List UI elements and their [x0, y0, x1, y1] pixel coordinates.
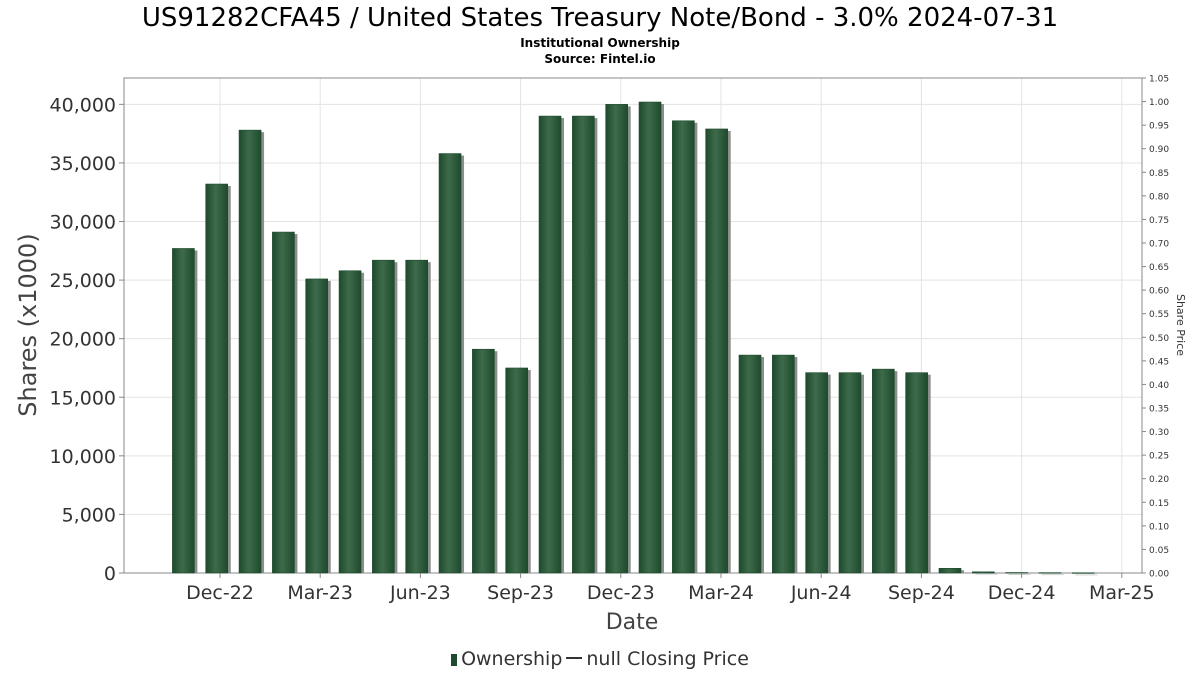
ownership-bar	[1072, 572, 1095, 574]
ownership-bar	[605, 104, 628, 574]
y2-tick-label: 0.75	[1149, 216, 1169, 226]
ownership-legend-swatch	[451, 654, 458, 666]
y-tick-label: 10,000	[50, 446, 116, 468]
chart-legend: Ownership null Closing Price	[0, 646, 1200, 672]
x-tick-label: Mar-23	[287, 582, 353, 604]
plot-area	[123, 77, 1143, 574]
ownership-bar	[972, 571, 995, 574]
ownership-bar	[338, 270, 362, 574]
y-tick-label: 5,000	[62, 504, 116, 526]
y-tick-label: 40,000	[50, 94, 116, 116]
ownership-bar	[438, 153, 462, 574]
ownership-bar	[672, 120, 695, 574]
chart-subtitle: Institutional Ownership	[520, 36, 680, 50]
ownership-bar	[505, 367, 529, 574]
y-tick-label: 35,000	[50, 153, 116, 175]
y2-tick-label: 0.25	[1149, 452, 1169, 462]
y-axis-label: Shares (x1000)	[14, 233, 42, 416]
x-tick-label: Mar-25	[1089, 582, 1155, 604]
ownership-bar	[572, 115, 595, 574]
ownership-bar	[538, 115, 562, 574]
y-tick-label: 25,000	[50, 270, 116, 292]
y2-tick-label: 0.10	[1149, 522, 1169, 532]
y2-tick-label: 0.95	[1149, 122, 1169, 132]
chart-source: Source: Fintel.io	[544, 52, 656, 66]
ownership-bar	[372, 259, 395, 574]
x-tick-label: Sep-23	[487, 582, 554, 604]
x-axis-ticks: Dec-22 Mar-23 Jun-23 Sep-23 Dec-23 Mar-24 Jun-…	[186, 573, 1155, 604]
ownership-bar	[205, 183, 229, 574]
y2-tick-label: 0.00	[1149, 570, 1169, 580]
y-tick-label: 30,000	[50, 212, 116, 234]
y2-tick-label: 0.40	[1149, 381, 1169, 391]
x-tick-label: Dec-23	[587, 582, 655, 604]
y2-tick-label: 0.55	[1149, 310, 1169, 320]
y2-tick-label: 0.35	[1149, 405, 1169, 415]
y-axis-ticks: 0 5,000 10,000 15,000 20,000 25,000 30,000 35,0…	[50, 94, 124, 585]
y-tick-label: 20,000	[50, 329, 116, 351]
y2-tick-label: 0.80	[1149, 192, 1169, 202]
ownership-bar	[1005, 572, 1028, 574]
legend-ownership-label: Ownership	[461, 648, 563, 670]
y2-tick-label: 0.60	[1149, 287, 1169, 297]
ownership-bar	[1038, 572, 1062, 574]
y2-tick-label: 0.85	[1149, 169, 1169, 179]
ownership-bar	[305, 278, 329, 574]
ownership-bar	[905, 372, 928, 574]
y2-tick-label: 0.05	[1149, 546, 1169, 556]
y-tick-label: 0	[104, 563, 116, 585]
y2-tick-label: 0.45	[1149, 357, 1169, 367]
ownership-bar	[772, 354, 795, 574]
ownership-bar	[838, 372, 862, 574]
ownership-bar	[405, 259, 429, 574]
bar-series-ownership	[172, 101, 1098, 576]
ownership-bar	[472, 348, 495, 574]
y2-tick-label: 0.30	[1149, 428, 1169, 438]
y2-tick-label: 0.50	[1149, 334, 1169, 344]
y2-tick-label: 0.65	[1149, 263, 1169, 273]
x-tick-label: Dec-22	[186, 582, 254, 604]
ownership-bar	[938, 568, 962, 574]
ownership-bar	[872, 368, 895, 574]
ownership-bar	[172, 248, 195, 574]
y2-tick-label: 1.05	[1149, 75, 1169, 85]
y2-tick-label: 0.20	[1149, 475, 1169, 485]
ownership-bar	[272, 231, 295, 574]
y2-tick-label: 1.00	[1149, 98, 1169, 108]
x-tick-label: Jun-23	[389, 582, 451, 604]
x-axis-label: Date	[606, 610, 659, 635]
y2-axis-label: Share Price	[1174, 294, 1187, 356]
ownership-bar	[738, 354, 762, 574]
y2-axis-ticks: 0.00 0.05 0.10 0.15 0.20 0.25 0.30 0.35 0.40 0.45…	[1142, 75, 1169, 580]
y2-tick-label: 0.90	[1149, 145, 1169, 155]
ownership-bar	[638, 101, 662, 574]
ownership-bar	[705, 128, 728, 574]
legend-price-label: null Closing Price	[586, 648, 749, 670]
y-tick-label: 15,000	[50, 387, 116, 409]
chart-title: US91282CFA45 / United States Treasury No…	[141, 3, 1059, 33]
ownership-bar	[238, 129, 262, 574]
grid-lines	[124, 78, 1142, 574]
ownership-bar	[805, 372, 828, 574]
y2-tick-label: 0.70	[1149, 240, 1169, 250]
x-tick-label: Dec-24	[988, 582, 1056, 604]
x-tick-label: Jun-24	[790, 582, 852, 604]
x-tick-label: Sep-24	[888, 582, 955, 604]
y2-tick-label: 0.15	[1149, 499, 1169, 509]
x-tick-label: Mar-24	[688, 582, 754, 604]
price-legend-line	[566, 657, 583, 659]
